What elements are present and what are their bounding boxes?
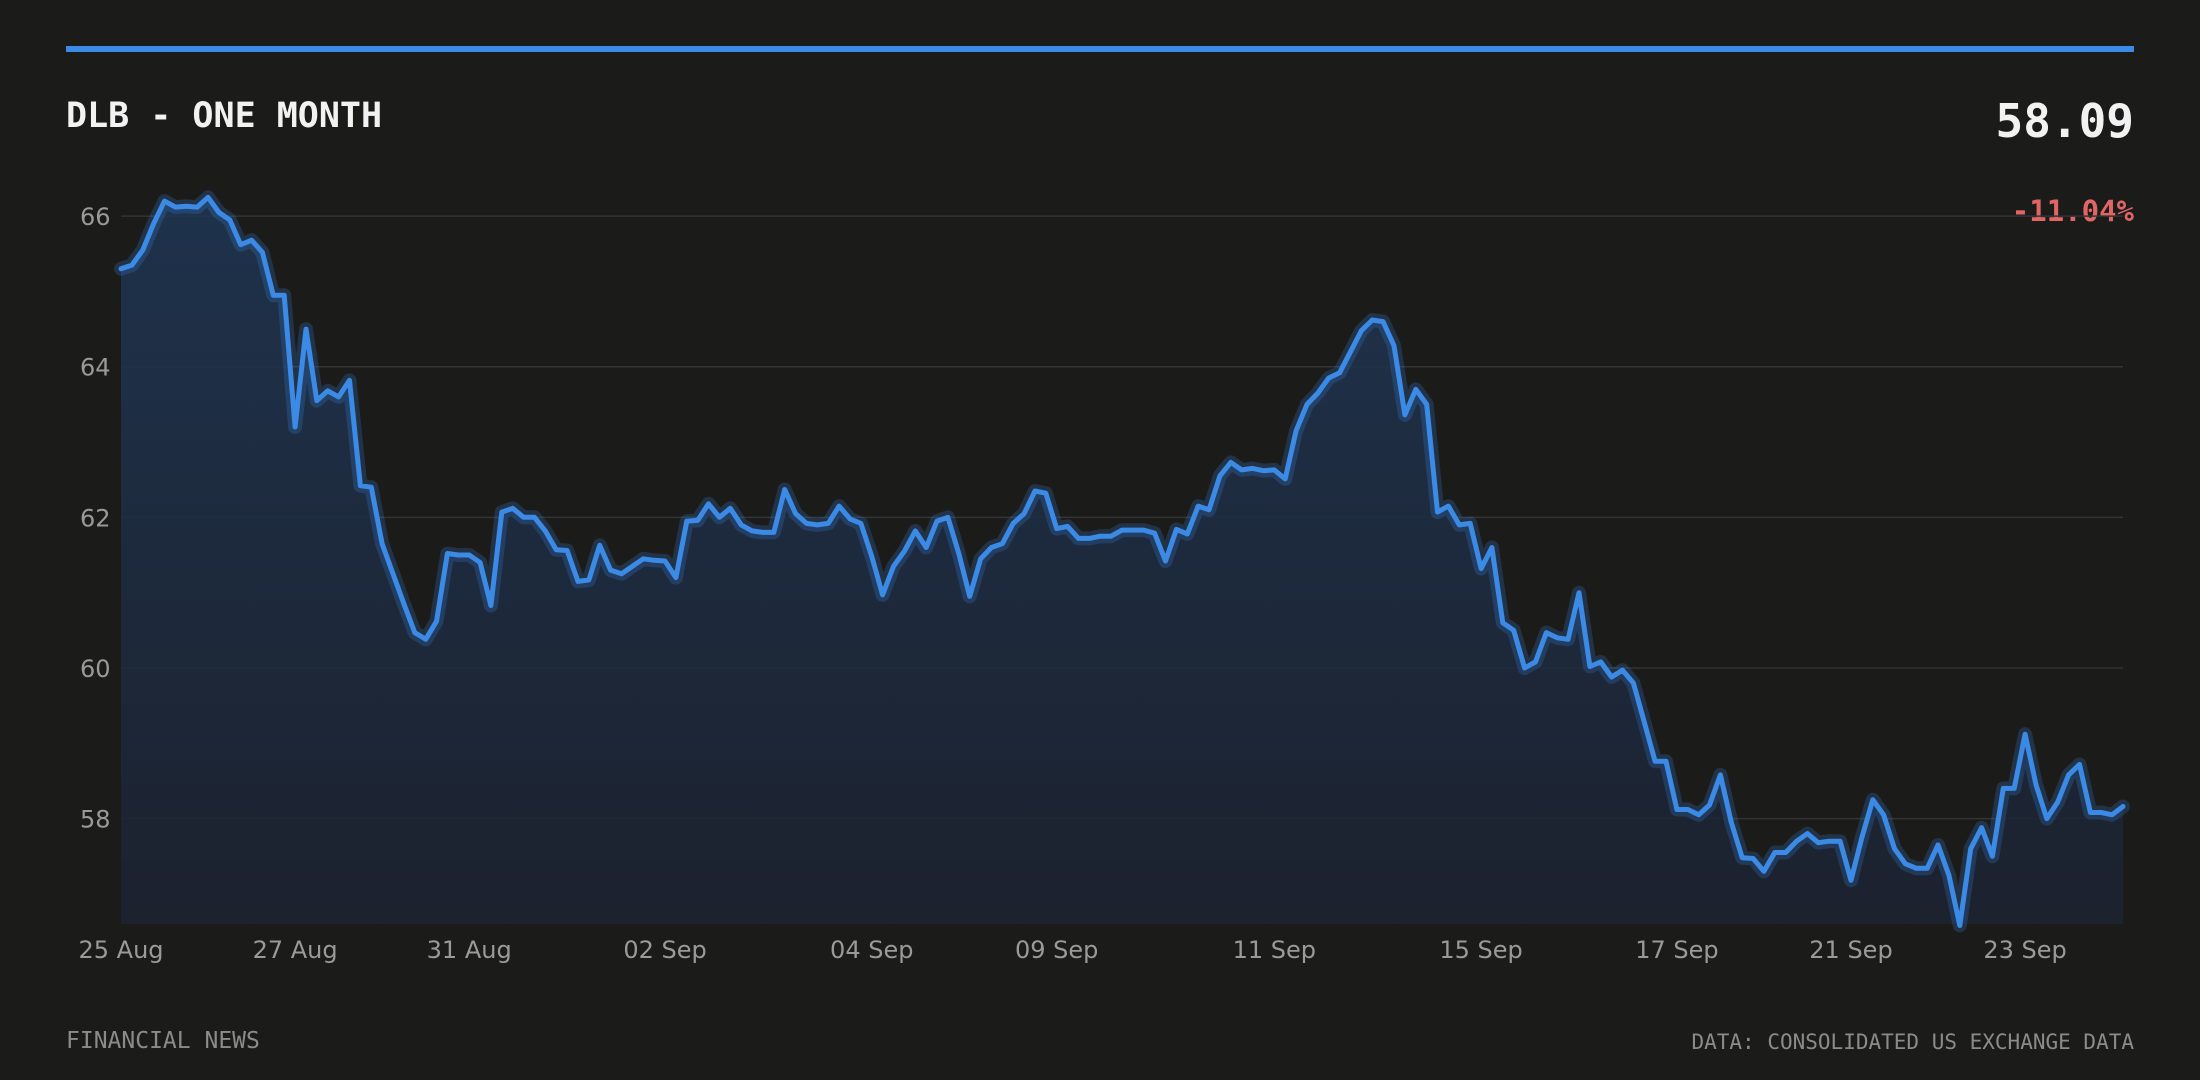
y-tick-label: 66 <box>80 203 111 231</box>
y-tick-label: 58 <box>80 806 111 834</box>
price-area-fill <box>121 197 2123 926</box>
y-tick-label: 64 <box>80 354 111 382</box>
x-tick-label: 15 Sep <box>1439 936 1522 964</box>
price-chart: 58 60 62 64 66 25 Aug 27 Aug 31 Aug 02 Sep 04 Se… <box>78 190 2130 964</box>
x-tick-label: 17 Sep <box>1635 936 1718 964</box>
x-tick-label: 31 Aug <box>427 936 512 964</box>
footer-publisher: FINANCIAL NEWS <box>66 1028 260 1054</box>
price-line-layer <box>114 190 2130 933</box>
current-price: 58.09 <box>1995 94 2134 148</box>
x-tick-label: 23 Sep <box>1983 936 2066 964</box>
x-tick-label: 11 Sep <box>1233 936 1316 964</box>
area-fill-layer <box>121 197 2123 926</box>
y-tick-label: 62 <box>80 504 111 532</box>
x-tick-label: 04 Sep <box>830 936 913 964</box>
x-tick-label: 02 Sep <box>623 936 706 964</box>
chart-title: DLB - ONE MONTH <box>66 96 383 136</box>
y-axis-ticks: 58 60 62 64 66 <box>80 203 111 833</box>
x-tick-label: 27 Aug <box>253 936 338 964</box>
footer-data-source: DATA: CONSOLIDATED US EXCHANGE DATA <box>1691 1030 2134 1054</box>
y-tick-label: 60 <box>80 655 111 683</box>
x-tick-label: 21 Sep <box>1809 936 1892 964</box>
price-line <box>118 194 2126 928</box>
x-axis-ticks: 25 Aug 27 Aug 31 Aug 02 Sep 04 Sep 09 Sep 11 S… <box>78 936 2066 964</box>
price-change-percent: -11.04% <box>2011 194 2134 228</box>
x-tick-label: 25 Aug <box>78 936 163 964</box>
top-accent-rule <box>66 46 2134 52</box>
x-tick-label: 09 Sep <box>1015 936 1098 964</box>
